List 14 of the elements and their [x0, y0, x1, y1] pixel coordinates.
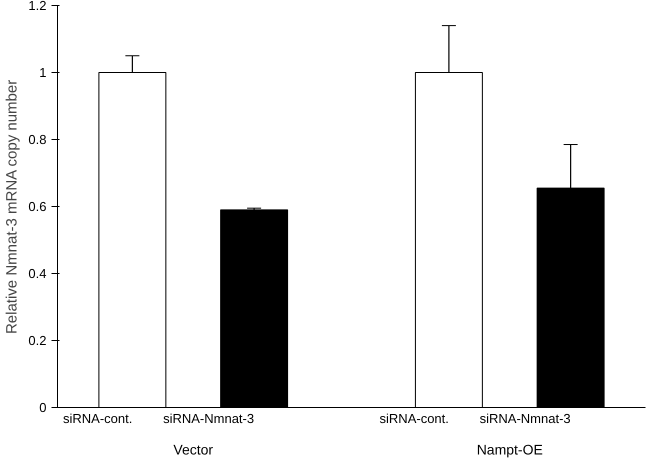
text: Vector [173, 442, 214, 458]
y-tick-label: 0 [39, 400, 47, 415]
x-tick-label: siRNA-cont. [63, 411, 132, 426]
y-tick-label: 0.6 [28, 199, 47, 214]
x-tick-label: siRNA-cont. [380, 411, 449, 426]
y-tick-label: 0.4 [28, 266, 47, 281]
y-tick-label: 1 [39, 65, 47, 80]
x-tick-label: siRNA-Nmnat-3 [163, 411, 254, 426]
y-axis-title: Relative Nmnat-3 mRNA copy number [3, 80, 20, 334]
x-tick-label: siRNA-Nmnat-3 [480, 411, 571, 426]
y-tick-label: 0.2 [28, 333, 47, 348]
text: Nampt-OE [476, 442, 543, 458]
y-tick-label: 1.2 [28, 0, 47, 13]
y-tick-label: 0.8 [28, 132, 47, 147]
